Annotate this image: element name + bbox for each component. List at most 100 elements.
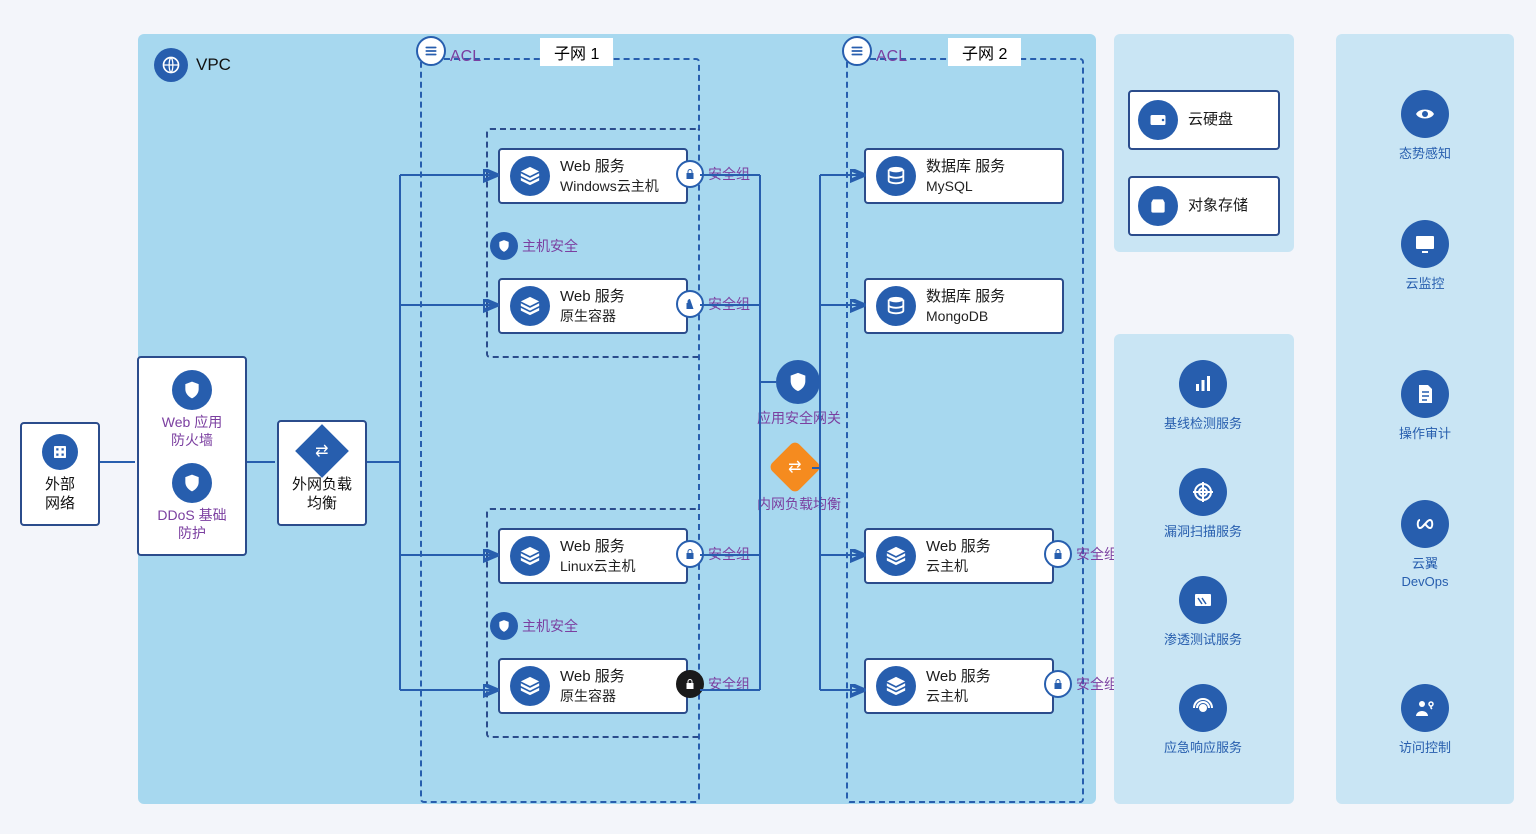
svc-title: Web 服务 (926, 668, 991, 686)
svc-sub: MongoDB (926, 308, 1005, 325)
service-label: 操作审计 (1399, 426, 1451, 442)
service-item: 态势感知 (1390, 90, 1460, 162)
svc-title: 数据库 服务 (926, 288, 1005, 306)
waf-label2: 防火墙 (145, 432, 239, 450)
service-label: 应急响应服务 (1164, 740, 1242, 756)
hostsec-badge: 主机安全 (490, 612, 578, 640)
service-label: 基线检测服务 (1164, 416, 1242, 432)
service-card: Web 服务原生容器 (498, 658, 688, 714)
secgroup-label: 安全组 (708, 674, 750, 694)
svc-sub: 云主机 (926, 558, 991, 575)
hostsec-label: 主机安全 (522, 236, 578, 256)
secgroup-badge: 安全组 (1044, 670, 1118, 698)
secgroup-label: 安全组 (708, 164, 750, 184)
svc-sub: MySQL (926, 178, 1005, 195)
secgroup-label: 安全组 (1076, 674, 1118, 694)
secgroup-label: 安全组 (708, 294, 750, 314)
service-card: Web 服务 Windows云主机 (498, 148, 688, 204)
secgroup-badge: 安全组 (676, 290, 750, 318)
baseline-icon (1179, 360, 1227, 408)
vpc-text: VPC (196, 55, 231, 75)
service-label: 渗透测试服务 (1164, 632, 1242, 648)
service-label2: DevOps (1402, 574, 1449, 590)
svc-sub: Windows云主机 (560, 178, 659, 195)
pentest-icon (1179, 576, 1227, 624)
vpc-label: VPC (154, 48, 231, 82)
storage-label: 对象存储 (1188, 197, 1248, 215)
subnet1-title: 子网 1 (540, 38, 613, 66)
database-icon (876, 156, 916, 196)
svc-title: Web 服务 (560, 158, 659, 176)
service-card: Web 服务原生容器 (498, 278, 688, 334)
service-card: Web 服务 Linux云主机 (498, 528, 688, 584)
external-lb-box: ⇄ 外网负载 均衡 (277, 420, 367, 526)
external-label1: 外部 (30, 476, 90, 495)
svc-title: 数据库 服务 (926, 158, 1005, 176)
external-network-box: 外部 网络 (20, 422, 100, 526)
ddos-label1: DDoS 基础 (145, 507, 239, 525)
service-item: 漏洞扫描服务 (1168, 468, 1238, 540)
service-label: 漏洞扫描服务 (1164, 524, 1242, 540)
secgroup-label: 安全组 (708, 544, 750, 564)
svc-sub: Linux云主机 (560, 558, 635, 575)
access-icon (1401, 684, 1449, 732)
service-card: Web 服务云主机 (864, 658, 1054, 714)
lock-icon (676, 670, 704, 698)
emergency-icon (1179, 684, 1227, 732)
svc-title: Web 服务 (560, 538, 635, 556)
hostsec-label: 主机安全 (522, 616, 578, 636)
svc-title: Web 服务 (560, 288, 625, 306)
elb-label1: 外网负载 (287, 476, 357, 495)
service-card: 数据库 服务 MySQL (864, 148, 1064, 204)
subnet2-title: 子网 2 (948, 38, 1021, 66)
devops-icon (1401, 500, 1449, 548)
secgroup-badge: 安全组 (1044, 540, 1118, 568)
shield-icon (490, 612, 518, 640)
scan-icon (1179, 468, 1227, 516)
internal-lb-label: 内网负载均衡 (744, 494, 854, 514)
disk-icon (1138, 100, 1178, 140)
secgroup-badge: 安全组 (676, 540, 750, 568)
service-label: 态势感知 (1399, 146, 1451, 162)
shield-icon (172, 463, 212, 503)
storage-card: 云硬盘 (1128, 90, 1280, 150)
service-item: 渗透测试服务 (1168, 576, 1238, 648)
service-label: 访问控制 (1399, 740, 1451, 756)
service-card: 数据库 服务 MongoDB (864, 278, 1064, 334)
acl-icon (842, 36, 872, 66)
svc-sub: 云主机 (926, 688, 991, 705)
svc-sub: 原生容器 (560, 688, 625, 705)
ddos-label2: 防护 (145, 525, 239, 543)
lock-icon (1044, 670, 1072, 698)
vpc-icon (154, 48, 188, 82)
service-label1: 云翼 (1412, 556, 1438, 572)
service-item: 应急响应服务 (1168, 684, 1238, 756)
svc-title: Web 服务 (560, 668, 625, 686)
lock-icon (676, 160, 704, 188)
lock-icon (676, 290, 704, 318)
svc-sub: 原生容器 (560, 308, 625, 325)
awareness-icon (1401, 90, 1449, 138)
storage-label: 云硬盘 (1188, 111, 1233, 129)
service-item: 操作审计 (1390, 370, 1460, 442)
shield-icon (172, 370, 212, 410)
subnet2-acl: ACL (876, 48, 907, 66)
lock-icon (1044, 540, 1072, 568)
svc-title: Web 服务 (926, 538, 991, 556)
service-item: 云翼 DevOps (1390, 500, 1460, 589)
lock-icon (676, 540, 704, 568)
audit-icon (1401, 370, 1449, 418)
stack-icon (510, 666, 550, 706)
object-storage-icon (1138, 186, 1178, 226)
external-label2: 网络 (30, 495, 90, 514)
stack-icon (510, 156, 550, 196)
service-item: 云监控 (1390, 220, 1460, 292)
service-item: 基线检测服务 (1168, 360, 1238, 432)
service-item: 访问控制 (1390, 684, 1460, 756)
elb-label2: 均衡 (287, 495, 357, 514)
stack-icon (876, 536, 916, 576)
secgroup-badge: 安全组 (676, 670, 750, 698)
stack-icon (876, 666, 916, 706)
waf-label1: Web 应用 (145, 414, 239, 432)
waf-ddos-box: Web 应用 防火墙 DDoS 基础 防护 (137, 356, 247, 556)
